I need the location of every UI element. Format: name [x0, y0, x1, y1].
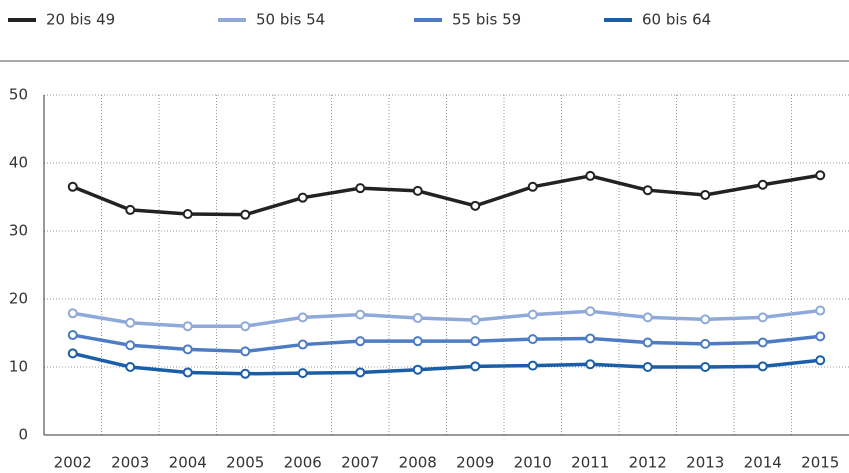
point — [757, 312, 768, 323]
point — [700, 314, 711, 325]
point — [182, 321, 193, 332]
point — [757, 179, 768, 190]
point — [297, 368, 308, 379]
point — [642, 362, 653, 372]
point — [412, 185, 423, 196]
point — [125, 317, 136, 328]
point — [700, 189, 711, 200]
point — [125, 340, 136, 351]
y-tick-label: 30 — [9, 222, 28, 240]
point — [757, 337, 768, 348]
point — [67, 330, 78, 341]
point — [527, 309, 538, 320]
point — [240, 368, 251, 379]
point — [815, 331, 826, 342]
point — [297, 339, 308, 350]
point — [125, 362, 136, 372]
series-line — [72, 173, 821, 217]
point — [182, 209, 193, 219]
point — [67, 181, 78, 192]
point — [125, 204, 136, 215]
y-tick-label: 50 — [9, 86, 28, 104]
legend-label: 55 bis 59 — [452, 11, 521, 29]
point — [527, 334, 538, 345]
x-tick-label: 2013 — [686, 454, 724, 472]
x-tick-label: 2007 — [341, 454, 379, 472]
x-tick-label: 2012 — [629, 454, 667, 472]
legend-label: 60 bis 64 — [642, 11, 711, 29]
x-tick-label: 2008 — [399, 454, 437, 472]
point — [585, 170, 596, 181]
point — [470, 361, 481, 372]
point — [67, 308, 78, 319]
point — [700, 362, 711, 372]
point — [297, 192, 308, 203]
x-tick-label: 2006 — [284, 454, 322, 472]
y-tick-label: 0 — [18, 426, 28, 444]
point — [642, 312, 653, 323]
point — [585, 306, 596, 317]
y-tick-label: 40 — [9, 154, 28, 172]
x-tick-label: 2003 — [111, 454, 149, 472]
point — [412, 313, 423, 324]
y-tick-label: 20 — [9, 290, 28, 308]
point — [815, 170, 826, 181]
point — [585, 359, 596, 370]
point — [642, 185, 653, 196]
point — [470, 200, 481, 211]
y-tick-label: 10 — [9, 358, 28, 376]
series-line — [72, 308, 821, 328]
series-line — [72, 351, 821, 376]
point — [355, 336, 366, 347]
point — [240, 209, 251, 220]
point — [355, 367, 366, 378]
x-tick-label: 2014 — [744, 454, 782, 472]
point — [470, 315, 481, 326]
point — [527, 181, 538, 192]
point — [585, 333, 596, 344]
point — [240, 321, 251, 332]
series-line — [72, 333, 821, 354]
point — [412, 364, 423, 375]
x-tick-label: 2002 — [54, 454, 92, 472]
x-tick-label: 2015 — [801, 454, 839, 472]
point — [642, 337, 653, 348]
point — [67, 348, 78, 359]
point — [412, 336, 423, 347]
point — [182, 344, 193, 355]
x-tick-label: 2004 — [169, 454, 207, 472]
point — [470, 336, 481, 347]
x-tick-label: 2005 — [226, 454, 264, 472]
point — [700, 338, 711, 349]
x-tick-label: 2011 — [571, 454, 609, 472]
legend-label: 50 bis 54 — [256, 11, 325, 29]
point — [355, 309, 366, 320]
point — [355, 183, 366, 194]
point — [240, 346, 251, 357]
point — [527, 360, 538, 371]
point — [815, 305, 826, 316]
x-tick-label: 2010 — [514, 454, 552, 472]
point — [297, 312, 308, 323]
point — [757, 361, 768, 372]
x-tick-label: 2009 — [456, 454, 494, 472]
point — [182, 367, 193, 378]
legend-label: 20 bis 49 — [46, 11, 115, 29]
point — [815, 355, 826, 366]
